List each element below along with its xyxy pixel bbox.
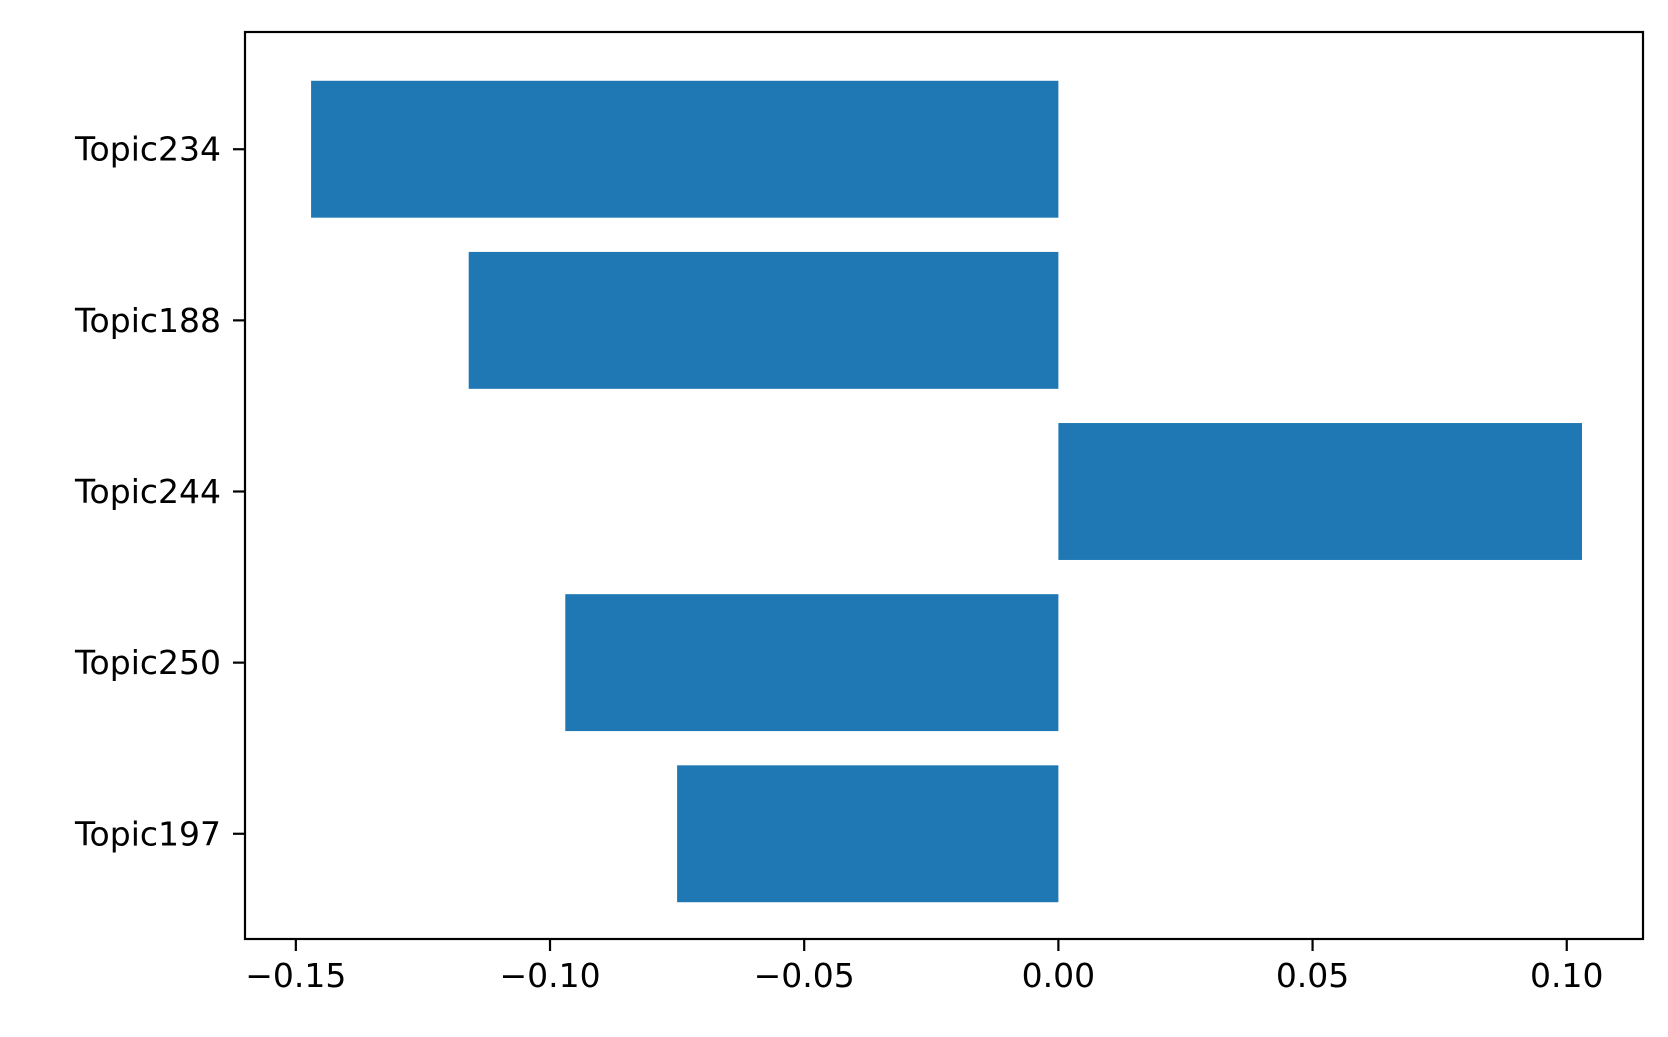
bar-topic197 (677, 765, 1059, 903)
y-tick-label: Topic244 (74, 472, 221, 511)
x-tick-label: 0.00 (1022, 956, 1095, 995)
y-tick-label: Topic250 (74, 643, 221, 682)
x-tick-label: −0.10 (499, 956, 600, 995)
bar-topic250 (565, 594, 1059, 732)
x-tick-label: −0.15 (245, 956, 346, 995)
bar-topic244 (1058, 423, 1582, 560)
y-tick-label: Topic234 (74, 130, 221, 169)
bars-group (311, 80, 1582, 903)
y-axis: Topic234 Topic188 Topic244 Topic250 Topic197 (74, 130, 245, 853)
y-tick-label: Topic188 (74, 301, 221, 340)
axes-frame (243, 30, 1645, 941)
bar-topic188 (468, 251, 1059, 389)
x-tick-label: −0.05 (754, 956, 855, 995)
x-tick-label: 0.05 (1276, 956, 1349, 995)
y-tick-label: Topic197 (74, 814, 221, 853)
x-tick-label: 0.10 (1530, 956, 1603, 995)
x-axis: −0.15 −0.10 −0.05 0.00 0.05 0.10 (245, 939, 1603, 995)
bar-topic234 (311, 80, 1059, 218)
